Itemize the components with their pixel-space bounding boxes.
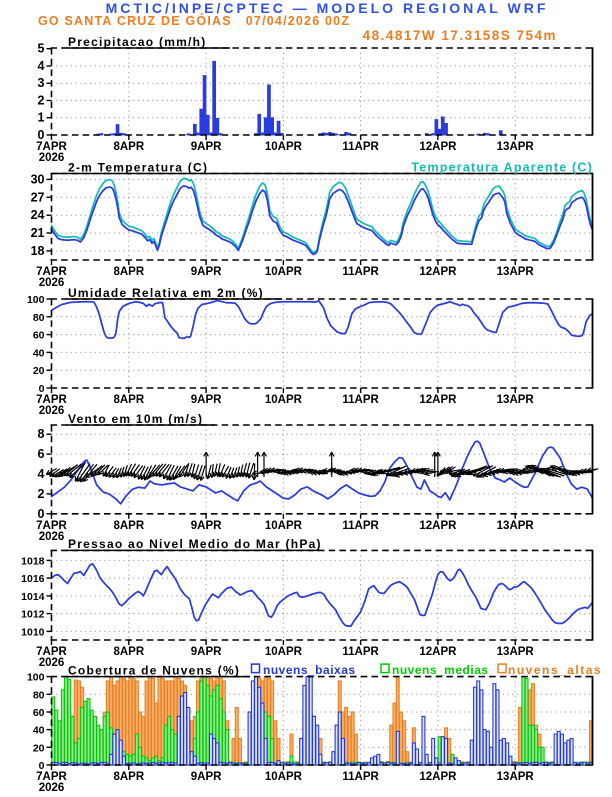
svg-text:9APR: 9APR — [191, 646, 222, 658]
svg-text:Umidade Relativa em 2m (%): Umidade Relativa em 2m (%) — [68, 286, 264, 300]
svg-text:21: 21 — [31, 226, 45, 240]
svg-text:8: 8 — [38, 427, 45, 441]
svg-text:60: 60 — [33, 707, 45, 719]
svg-text:80: 80 — [33, 312, 45, 324]
svg-text:Cobertura de Nuvens (%): Cobertura de Nuvens (%) — [68, 663, 240, 677]
svg-text:12APR: 12APR — [419, 141, 457, 153]
svg-text:1018: 1018 — [21, 555, 45, 567]
svg-text:48.4817W 17.3158S 754m: 48.4817W 17.3158S 754m — [363, 28, 557, 43]
svg-text:100: 100 — [27, 294, 45, 306]
svg-text:0: 0 — [38, 128, 45, 142]
svg-text:2026: 2026 — [39, 657, 65, 669]
svg-text:10APR: 10APR — [265, 394, 303, 406]
svg-text:2026: 2026 — [39, 152, 65, 164]
svg-text:10APR: 10APR — [265, 141, 303, 153]
svg-text:8APR: 8APR — [113, 266, 144, 278]
svg-text:8APR: 8APR — [113, 394, 144, 406]
svg-text:2: 2 — [38, 94, 45, 108]
svg-text:Temperatura Aparente (C): Temperatura Aparente (C) — [411, 160, 593, 174]
svg-text:8APR: 8APR — [113, 141, 144, 153]
svg-text:Pressao ao Nivel Medio do Mar: Pressao ao Nivel Medio do Mar (hPa) — [68, 537, 322, 551]
svg-text:8APR: 8APR — [113, 646, 144, 658]
svg-text:11APR: 11APR — [342, 646, 379, 658]
svg-text:Vento em 10m (m/s): Vento em 10m (m/s) — [68, 412, 203, 426]
svg-text:0: 0 — [38, 507, 45, 521]
svg-text:13APR: 13APR — [497, 520, 535, 532]
svg-text:10APR: 10APR — [265, 520, 303, 532]
svg-text:11APR: 11APR — [342, 394, 379, 406]
svg-text:nuvens_medias: nuvens_medias — [392, 663, 489, 677]
svg-text:9APR: 9APR — [191, 520, 222, 532]
svg-text:1012: 1012 — [21, 609, 45, 621]
svg-text:Precipitacao (mm/h): Precipitacao (mm/h) — [68, 35, 206, 49]
svg-text:13APR: 13APR — [497, 771, 535, 783]
svg-text:30: 30 — [31, 172, 45, 186]
svg-text:12APR: 12APR — [419, 646, 457, 658]
svg-text:13APR: 13APR — [497, 646, 535, 658]
svg-text:1: 1 — [38, 111, 45, 125]
svg-text:100: 100 — [27, 672, 45, 684]
svg-text:80: 80 — [33, 689, 45, 701]
svg-text:40: 40 — [33, 725, 45, 737]
svg-text:GO SANTA CRUZ DE GÓIAS 07/04: GO SANTA CRUZ DE GÓIAS 07/04/2026 00Z — [38, 13, 350, 28]
svg-text:3: 3 — [38, 76, 45, 90]
svg-text:8APR: 8APR — [113, 520, 144, 532]
svg-text:20: 20 — [33, 742, 45, 754]
svg-text:10APR: 10APR — [265, 266, 303, 278]
svg-text:13APR: 13APR — [497, 394, 535, 406]
svg-text:12APR: 12APR — [419, 266, 457, 278]
svg-text:1016: 1016 — [21, 573, 45, 585]
svg-text:10APR: 10APR — [265, 771, 303, 783]
svg-text:40: 40 — [33, 347, 45, 359]
svg-text:5: 5 — [38, 42, 45, 56]
svg-text:11APR: 11APR — [342, 771, 379, 783]
svg-text:2026: 2026 — [39, 405, 65, 417]
svg-text:24: 24 — [31, 208, 45, 222]
svg-text:4: 4 — [38, 467, 45, 481]
svg-text:11APR: 11APR — [342, 141, 379, 153]
svg-text:nuvens_altas: nuvens_altas — [508, 663, 602, 677]
svg-text:2-m Temperatura (C): 2-m Temperatura (C) — [68, 160, 208, 174]
svg-text:12APR: 12APR — [419, 394, 457, 406]
svg-text:10APR: 10APR — [265, 646, 303, 658]
svg-text:18: 18 — [31, 244, 45, 258]
svg-text:1014: 1014 — [21, 591, 45, 603]
svg-text:11APR: 11APR — [342, 266, 379, 278]
svg-text:2026: 2026 — [39, 782, 65, 792]
svg-text:9APR: 9APR — [191, 266, 222, 278]
svg-text:27: 27 — [31, 190, 45, 204]
svg-text:4: 4 — [38, 59, 45, 73]
svg-text:9APR: 9APR — [191, 771, 222, 783]
svg-text:20: 20 — [33, 365, 45, 377]
svg-text:9APR: 9APR — [191, 141, 222, 153]
svg-text:60: 60 — [33, 330, 45, 342]
svg-text:12APR: 12APR — [419, 520, 457, 532]
svg-text:nuvens_baixas: nuvens_baixas — [263, 663, 356, 677]
svg-text:2026: 2026 — [39, 531, 65, 543]
svg-text:13APR: 13APR — [497, 266, 535, 278]
svg-text:2026: 2026 — [39, 277, 65, 289]
svg-text:12APR: 12APR — [419, 771, 457, 783]
svg-text:11APR: 11APR — [342, 520, 379, 532]
svg-text:6: 6 — [38, 447, 45, 461]
svg-text:2: 2 — [38, 487, 45, 501]
svg-text:13APR: 13APR — [497, 141, 535, 153]
svg-text:1010: 1010 — [21, 626, 45, 638]
svg-text:8APR: 8APR — [113, 771, 144, 783]
svg-text:9APR: 9APR — [191, 394, 222, 406]
